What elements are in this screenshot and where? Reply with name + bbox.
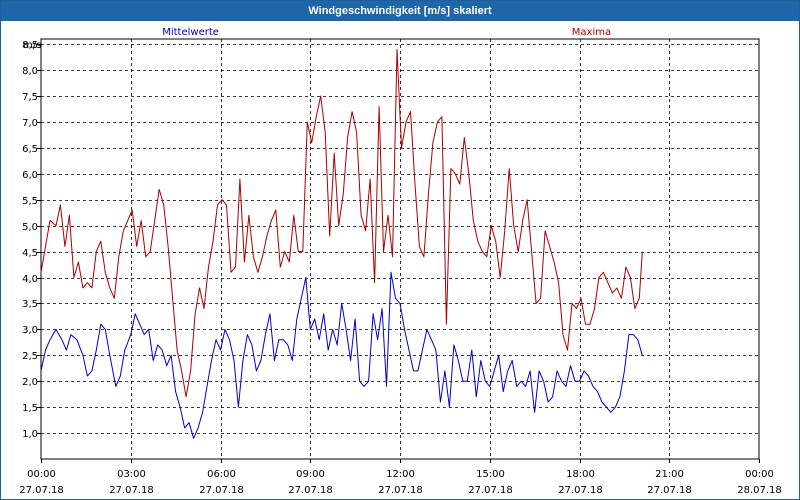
y-tick-label: 4,5 (22, 248, 38, 259)
x-tick-date-label: 27.07.18 (647, 485, 692, 496)
x-tick-time-label: 15:00 (476, 469, 505, 480)
x-tick-time-label: 21:00 (655, 469, 684, 480)
window-title: Windgeschwindigkeit [m/s] skaliert (308, 5, 492, 17)
x-tick-date-label: 27.07.18 (468, 485, 513, 496)
y-tick-label: 2,5 (22, 351, 38, 362)
y-tick-label: 3,5 (22, 299, 38, 310)
x-tick-time-label: 09:00 (296, 469, 325, 480)
x-tick-date-label: 27.07.18 (109, 485, 154, 496)
y-tick-label: 6,0 (22, 170, 38, 181)
x-tick-time-label: 12:00 (386, 469, 415, 480)
y-tick-label: 5,0 (22, 222, 38, 233)
y-tick-label: 8,0 (22, 66, 38, 77)
y-tick-label: 6,5 (22, 144, 38, 155)
y-tick-label: 1,5 (22, 403, 38, 414)
y-tick-label: 7,5 (22, 92, 38, 103)
series-line-mittelwerte (40, 271, 643, 439)
window-title-bar: Windgeschwindigkeit [m/s] skaliert (1, 1, 799, 21)
x-tick-time-label: 18:00 (566, 469, 595, 480)
x-tick-date-label: 27.07.18 (199, 485, 244, 496)
series-line-maxima (40, 48, 643, 398)
y-axis-unit: m/s (23, 40, 41, 51)
legend-label-maxima: Maxima (572, 27, 611, 38)
y-tick-label: 8,5 (22, 40, 38, 51)
y-tick-label: 5,5 (22, 196, 38, 207)
x-tick-date-label: 27.07.18 (558, 485, 603, 496)
x-tick-date-label: 27.07.18 (378, 485, 423, 496)
x-tick-date-label: 27.07.18 (19, 485, 64, 496)
x-tick-date-label: 28.07.18 (737, 485, 782, 496)
x-tick-time-label: 00:00 (27, 469, 56, 480)
x-tick-time-label: 06:00 (207, 469, 236, 480)
y-tick-label: 2,0 (22, 377, 38, 388)
plot-area (40, 38, 760, 460)
y-tick-label: 7,0 (22, 118, 38, 129)
y-tick-label: 3,0 (22, 325, 38, 336)
x-tick-date-label: 27.07.18 (288, 485, 333, 496)
y-tick-label: 1,0 (22, 429, 38, 440)
x-tick-time-label: 03:00 (117, 469, 146, 480)
x-tick-time-label: 00:00 (745, 469, 774, 480)
legend-label-mittelwerte: Mittelwerte (162, 27, 219, 38)
y-tick-label: 4,0 (22, 274, 38, 285)
